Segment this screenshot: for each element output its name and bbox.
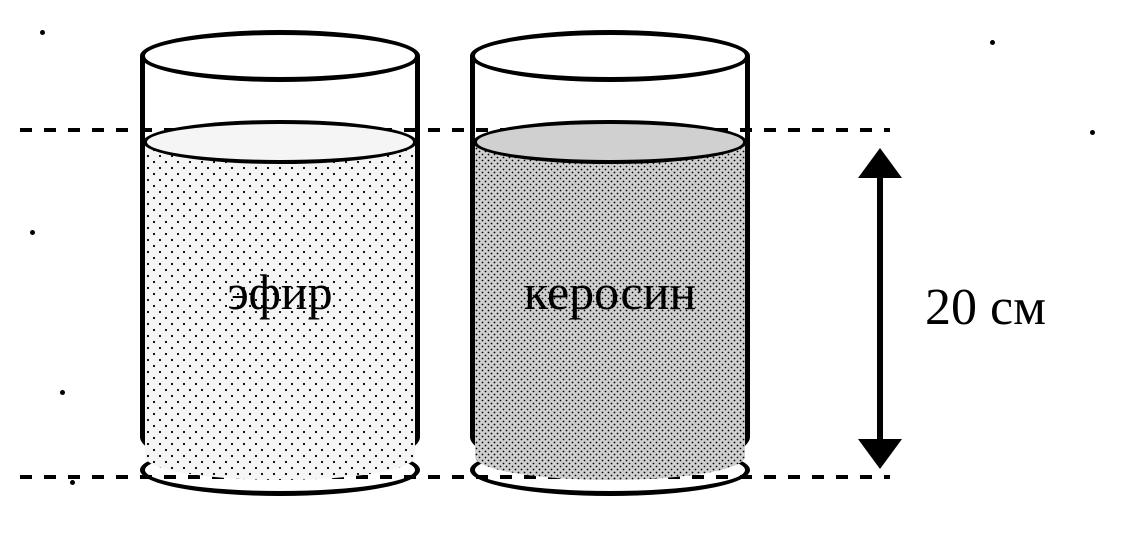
diagram-canvas: эфир керосин 20 см: [0, 0, 1128, 540]
measure-arrow-head-up: [858, 148, 902, 178]
cylinder-ether-surface: [143, 120, 417, 164]
cylinder-ether-label: эфир: [140, 263, 420, 321]
measure-label: 20 см: [925, 278, 1046, 337]
cylinder-kerosene-rim: [470, 30, 750, 82]
cylinder-ether-rim: [140, 30, 420, 82]
measure-arrow-head-down: [858, 439, 902, 469]
measure-arrow-shaft: [877, 170, 883, 448]
cylinder-kerosene-label: керосин: [470, 263, 750, 321]
cylinder-kerosene-surface: [473, 120, 747, 164]
